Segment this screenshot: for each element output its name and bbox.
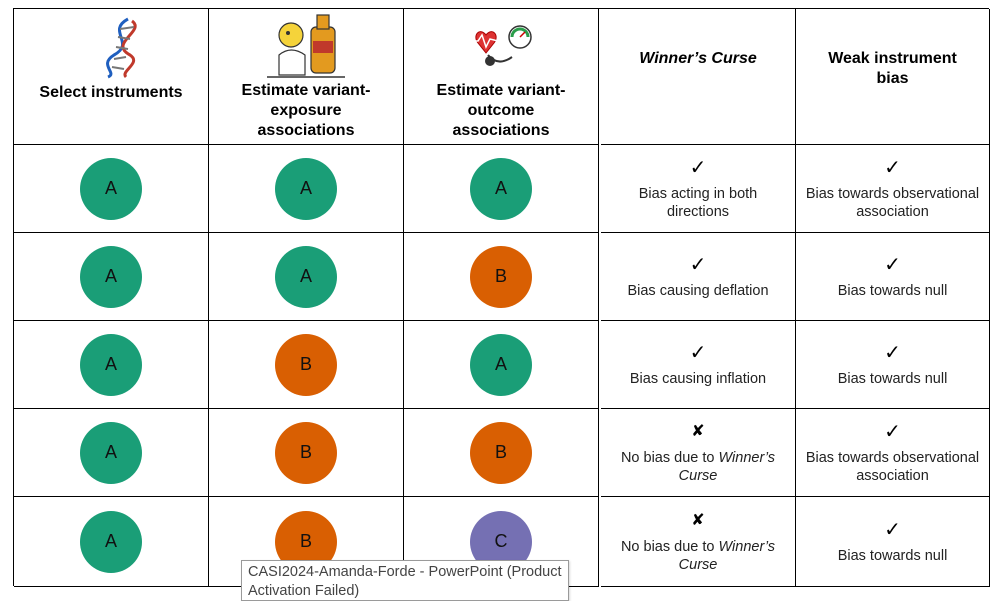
header-select-label: Select instruments xyxy=(39,84,183,101)
row4-exposure-circle: B xyxy=(275,421,337,484)
header-winners-curse: Winner’s Curse xyxy=(601,9,796,145)
taskbar-tooltip: CASI2024-Amanda-Forde - PowerPoint (Prod… xyxy=(241,560,569,601)
header-select-instruments: Select instruments xyxy=(14,9,209,145)
row3-select-circle: A xyxy=(80,333,142,396)
header-weak-label: Weak instrument bias xyxy=(828,50,957,87)
row1-exposure-circle: A xyxy=(275,157,337,220)
row5-weak-mark: ✓ xyxy=(884,518,901,541)
header-outcome-label: Estimate variant-outcome associations xyxy=(436,82,566,139)
row2-exposure-circle: A xyxy=(275,245,337,308)
row3-exposure: B xyxy=(209,321,404,409)
row1-weak: ✓ Bias towards observational association xyxy=(796,145,990,233)
row2-select-circle: A xyxy=(80,245,142,308)
row2-weak-text: Bias towards null xyxy=(837,282,948,299)
row4-winners-text: No bias due to Winner’s Curse xyxy=(613,449,783,485)
header-weak-instrument: Weak instrument bias xyxy=(796,9,990,145)
row3-outcome: A xyxy=(404,321,599,409)
row2-select: A xyxy=(14,233,209,321)
header-exposure: Estimate variant-exposure associations xyxy=(209,9,404,145)
bias-table: Select instruments Estimate variant-expo… xyxy=(13,8,990,587)
row1-weak-mark: ✓ xyxy=(884,156,901,179)
row4-outcome: B xyxy=(404,409,599,497)
row2-winners: ✓ Bias causing deflation xyxy=(601,233,796,321)
row4-weak-mark: ✓ xyxy=(884,420,901,443)
row4-winners-text-italic: Winner’s Curse xyxy=(678,449,776,484)
row3-exposure-circle: B xyxy=(275,333,337,396)
header-winners-label: Winner’s Curse xyxy=(639,50,757,67)
row5-winners-mark: ✘ xyxy=(691,511,705,529)
row4-weak: ✓ Bias towards observational association xyxy=(796,409,990,497)
row4-select: A xyxy=(14,409,209,497)
row5-select-circle: A xyxy=(80,510,142,573)
row2-outcome: B xyxy=(404,233,599,321)
row1-select-circle: A xyxy=(80,157,142,220)
row4-winners: ✘ No bias due to Winner’s Curse xyxy=(601,409,796,497)
row2-exposure: A xyxy=(209,233,404,321)
row2-outcome-circle: B xyxy=(470,245,532,308)
row1-outcome: A xyxy=(404,145,599,233)
row2-weak-mark: ✓ xyxy=(884,253,901,276)
row5-winners-text-prefix: No bias due to xyxy=(620,538,719,555)
row1-winners-mark: ✓ xyxy=(689,156,707,179)
row3-weak: ✓ Bias towards null xyxy=(796,321,990,409)
row2-winners-text: Bias causing deflation xyxy=(627,282,769,299)
row3-weak-mark: ✓ xyxy=(884,341,901,364)
row3-winners-text: Bias causing inflation xyxy=(629,370,767,387)
row5-winners-text-italic: Winner’s Curse xyxy=(678,538,776,573)
row4-select-circle: A xyxy=(80,421,142,484)
row3-outcome-circle: A xyxy=(470,333,532,396)
row4-weak-text: Bias towards observational association xyxy=(805,449,980,484)
row4-exposure: B xyxy=(209,409,404,497)
blood-pressure-heart-icon xyxy=(468,23,534,69)
header-exposure-label: Estimate variant-exposure associations xyxy=(241,82,371,139)
row5-winners-text: No bias due to Winner’s Curse xyxy=(613,538,783,574)
row5-select: A xyxy=(14,497,209,587)
row2-weak: ✓ Bias towards null xyxy=(796,233,990,321)
beer-drinking-cartoon-icon xyxy=(261,11,351,81)
header-outcome: Estimate variant-outcome associations xyxy=(404,9,599,145)
row1-outcome-circle: A xyxy=(470,157,532,220)
row1-winners-text: Bias acting in both directions xyxy=(638,185,758,220)
row5-weak: ✓ Bias towards null xyxy=(796,497,990,587)
row3-winners: ✓ Bias causing inflation xyxy=(601,321,796,409)
row1-weak-text: Bias towards observational association xyxy=(805,185,980,220)
row1-select: A xyxy=(14,145,209,233)
row3-weak-text: Bias towards null xyxy=(837,370,948,387)
column-group-divider xyxy=(598,8,599,586)
dna-icon xyxy=(96,17,146,79)
row5-weak-text: Bias towards null xyxy=(837,547,948,564)
row2-winners-mark: ✓ xyxy=(689,253,707,276)
row4-winners-mark: ✘ xyxy=(691,422,705,440)
row4-winners-text-prefix: No bias due to xyxy=(620,449,719,466)
row1-exposure: A xyxy=(209,145,404,233)
row1-winners: ✓ Bias acting in both directions xyxy=(601,145,796,233)
row3-winners-mark: ✓ xyxy=(689,341,707,364)
row4-outcome-circle: B xyxy=(470,421,532,484)
row3-select: A xyxy=(14,321,209,409)
row5-winners: ✘ No bias due to Winner’s Curse xyxy=(601,497,796,587)
